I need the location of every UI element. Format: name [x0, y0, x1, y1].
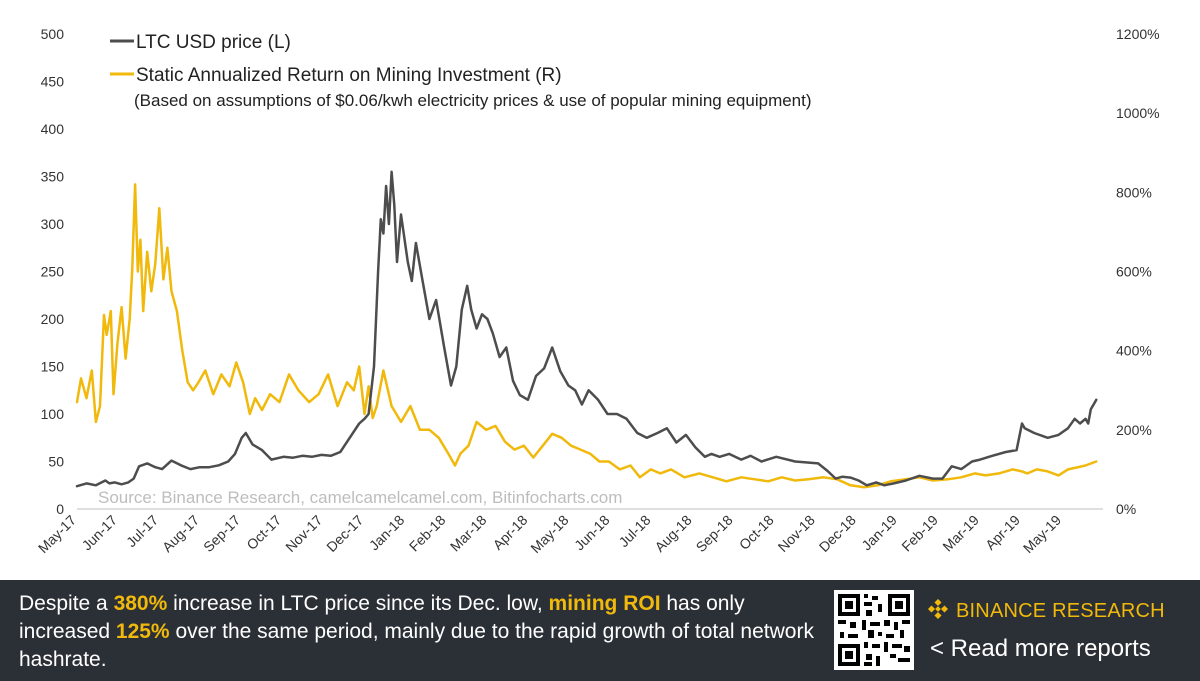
chart-area: 0 50 100 150 200 250 300 350 400 450 500 0% 200% 400…	[35, 26, 1160, 556]
caption-highlight-price-increase: 380%	[113, 592, 168, 615]
x-axis-tick-label: Nov-18	[775, 512, 818, 555]
caption-highlight-roi-increase: 125%	[115, 620, 170, 643]
series-line-ltc-price	[75, 170, 1098, 488]
left-axis-tick-label: 300	[41, 216, 65, 232]
chart-svg: 0 50 100 150 200 250 300 350 400 450 500 0% 200% 400…	[35, 26, 1160, 556]
left-axis-tick-label: 500	[41, 26, 65, 42]
chart-legend: LTC USD price (L) Static Annualized Retu…	[110, 32, 812, 110]
left-axis-tick-label: 250	[41, 264, 65, 280]
x-axis-tick-label: Jul-18	[615, 512, 653, 550]
x-axis-tick-label: Oct-17	[243, 512, 284, 553]
x-axis-tick-label: Oct-18	[736, 512, 777, 553]
x-axis-tick-label: Jan-19	[858, 512, 900, 554]
x-axis-tick-label: May-17	[35, 512, 79, 556]
legend-assumption-note: (Based on assumptions of $0.06/kwh elect…	[134, 91, 812, 110]
caption-highlight-mining-roi: mining ROI	[548, 592, 661, 615]
series-layer	[75, 170, 1098, 489]
caption-text: increase in LTC price since its Dec. low…	[167, 592, 549, 615]
left-axis-tick-label: 200	[41, 311, 65, 327]
brand-name: BINANCE RESEARCH	[956, 599, 1165, 622]
x-axis-tick-label: Feb-19	[898, 512, 941, 555]
x-axis-tick-label: Dec-17	[323, 512, 366, 555]
x-axis-tick-label: May-19	[1020, 512, 1064, 556]
right-axis-tick-label: 1000%	[1116, 105, 1160, 121]
x-axis-tick-label: Sep-18	[693, 512, 736, 555]
x-axis-tick-label: Mar-18	[447, 512, 490, 555]
left-axis-tick-label: 100	[41, 406, 65, 422]
caption-text: has only increased	[19, 592, 745, 643]
x-axis-tick-label: Aug-17	[159, 512, 202, 555]
left-axis-tick-label: 350	[41, 169, 65, 185]
qr-code-icon[interactable]	[834, 590, 914, 670]
x-axis-tick-label: Jan-18	[366, 512, 408, 554]
left-axis-tick-label: 0	[56, 501, 64, 517]
x-axis-tick-label: Jul-17	[123, 512, 161, 550]
binance-diamond-logo-icon	[927, 598, 949, 624]
right-axis-tick-label: 1200%	[1116, 26, 1160, 42]
caption-text: over the same period, mainly due to the …	[19, 620, 814, 671]
left-axis-tick-label: 450	[41, 74, 65, 90]
x-axis-tick-label: Nov-17	[282, 512, 325, 555]
qr-code-graphic	[838, 594, 910, 666]
footer-caption: Despite a 380% increase in LTC price sin…	[19, 590, 819, 674]
left-axis-tick-label: 400	[41, 121, 65, 137]
right-axis-tick-label: 0%	[1116, 501, 1136, 517]
x-axis-tick-label: Dec-18	[816, 512, 859, 555]
footer-banner: Despite a 380% increase in LTC price sin…	[0, 580, 1200, 681]
x-axis-tick-label: Jun-18	[571, 512, 613, 554]
legend-label-ltc-price: LTC USD price (L)	[136, 32, 291, 53]
x-axis-tick-label: Sep-17	[200, 512, 243, 555]
left-axis-tick-label: 150	[41, 359, 65, 375]
right-axis-tick-label: 800%	[1116, 184, 1152, 200]
right-axis: 0% 200% 400% 600% 800% 1000% 1200%	[1116, 26, 1160, 517]
series-line-mining-roi	[75, 183, 1098, 489]
x-axis-tick-label: Mar-19	[939, 512, 982, 555]
x-axis-tick-label: Jun-17	[79, 512, 121, 554]
x-axis-tick-label: Apr-19	[982, 512, 1023, 553]
x-axis-tick-label: Aug-18	[651, 512, 694, 555]
right-axis-tick-label: 600%	[1116, 264, 1152, 280]
legend-label-mining-roi: Static Annualized Return on Mining Inves…	[136, 65, 562, 86]
left-axis-tick-label: 50	[48, 454, 64, 470]
brand-block: BINANCE RESEARCH	[927, 596, 1165, 626]
x-axis-tick-label: Feb-18	[406, 512, 449, 555]
right-axis-tick-label: 200%	[1116, 422, 1152, 438]
caption-text: Despite a	[19, 592, 114, 615]
left-axis: 0 50 100 150 200 250 300 350 400 450 500	[41, 26, 65, 517]
x-axis-tick-label: May-18	[527, 512, 571, 556]
x-axis-tick-label: Apr-18	[490, 512, 531, 553]
right-axis-tick-label: 400%	[1116, 343, 1152, 359]
chart-source-note: Source: Binance Research, camelcamelcame…	[98, 488, 622, 507]
read-more-reports-link[interactable]: < Read more reports	[930, 635, 1151, 662]
